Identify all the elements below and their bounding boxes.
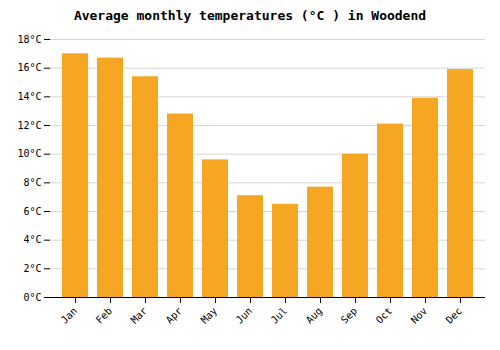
html-text:Average monthly temperatures (: Average monthly temperatures (°C ) in Wo… [73,8,427,23]
svg-text:Feb: Feb [94,305,115,326]
svg-text:Aug: Aug [304,305,325,326]
svg-text:Sep: Sep [339,305,360,326]
svg-text:2°C: 2°C [23,263,41,274]
svg-text:16°C: 16°C [17,62,41,73]
svg-text:Dec: Dec [444,305,465,326]
svg-text:18°C: 18°C [17,34,41,45]
svg-text:Apr: Apr [164,305,185,326]
svg-text:Oct: Oct [374,305,395,326]
svg-text:0°C: 0°C [23,292,41,303]
svg-text:12°C: 12°C [17,120,41,131]
svg-text:Nov: Nov [409,305,430,326]
svg-text:Mar: Mar [129,305,150,326]
svg-text:Jun: Jun [234,305,255,326]
svg-text:10°C: 10°C [17,148,41,159]
svg-text:May: May [199,305,220,326]
svg-text:8°C: 8°C [23,177,41,188]
svg-text:4°C: 4°C [23,234,41,245]
svg-text:Jan: Jan [59,305,80,326]
svg-text:Jul: Jul [269,305,290,326]
svg-text:6°C: 6°C [23,206,41,217]
svg-text:14°C: 14°C [17,91,41,102]
